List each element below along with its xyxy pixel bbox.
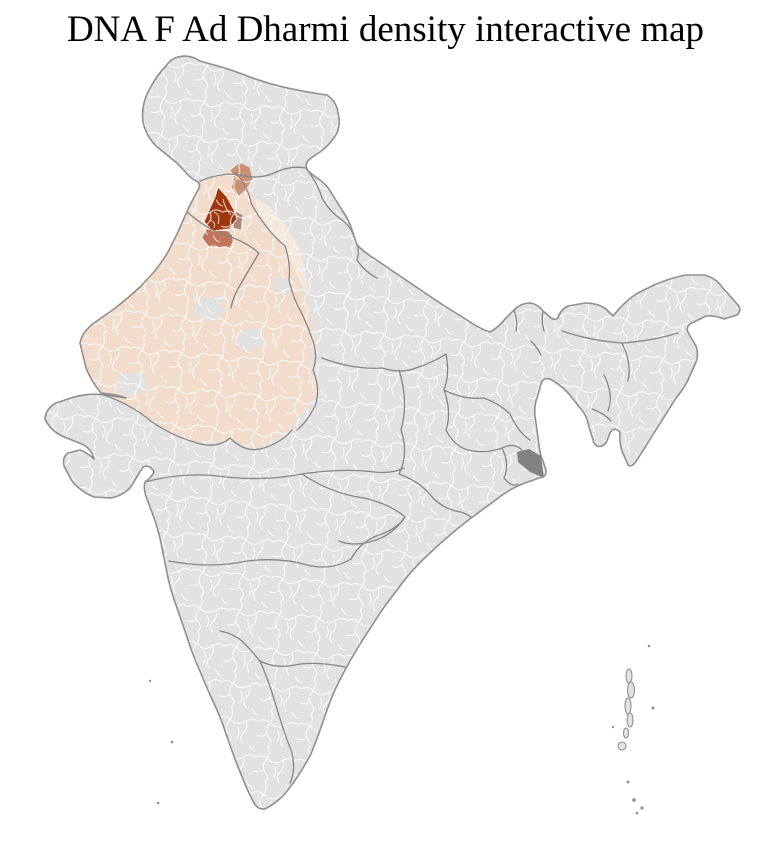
page-title: DNA F Ad Dharmi density interactive map [66,9,705,50]
state-borders [100,166,679,784]
andaman-nicobar-islands[interactable] [611,644,655,815]
district-boundary-grid [45,56,740,810]
lakshadweep-islands[interactable] [148,679,174,805]
sundarbans-delta-patch [517,449,544,478]
